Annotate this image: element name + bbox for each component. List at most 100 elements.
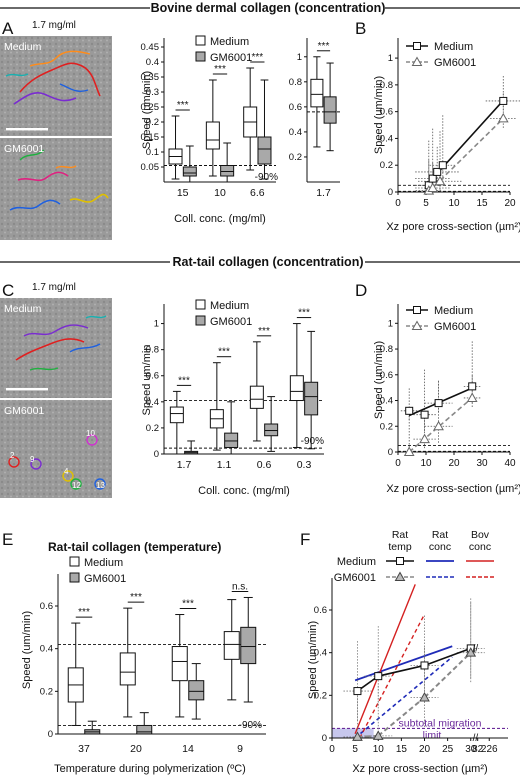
y-tick-label: 0.8: [380, 344, 393, 355]
x-tick-label: 10: [448, 198, 460, 209]
x-tick-label: 1.7: [177, 459, 192, 471]
marker-gm6001: [403, 446, 415, 456]
y-tick-label: 0.6: [146, 371, 159, 382]
x-axis-label: Xz pore cross-section (µm²): [386, 221, 520, 233]
significance-label: ***: [130, 592, 142, 603]
legend-f-label-medium: Medium: [337, 556, 376, 568]
rat-temp-gm6001-line: [423, 651, 472, 699]
x-tick-label: 82: [472, 744, 484, 755]
marker-medium: [353, 687, 362, 696]
box-gm6001: [257, 136, 272, 165]
legend-d-label-gm6001: GM6001: [434, 321, 476, 333]
legend-b-label-gm6001: GM6001: [434, 57, 476, 69]
x-axis-label: Xz pore cross-section (µm²): [386, 483, 520, 495]
box-medium: [205, 121, 220, 150]
y-axis-label: Speed (um/min): [307, 621, 319, 699]
y-tick-label: 1: [388, 318, 393, 329]
micrograph-c-top-label: Medium: [4, 303, 42, 315]
x-axis-label: Coll. conc. (mg/ml): [198, 485, 290, 497]
bov-conc-gm6001-line: [359, 613, 426, 739]
x-tick-label: 40: [504, 458, 516, 469]
y-tick-label: 0.6: [380, 370, 393, 381]
panel-letter-b: B: [355, 19, 366, 38]
x-tick-label: 25: [442, 744, 454, 755]
box-gm6001: [304, 381, 319, 416]
x-tick-label: 20: [448, 458, 460, 469]
legend-e-label-medium: Medium: [84, 557, 123, 569]
marker-gm6001: [466, 392, 478, 402]
x-axis-label: Temperature during polymerization (ºC): [54, 763, 246, 775]
x-tick-label: 0: [395, 198, 401, 209]
section-title-rat-conc: Rat-tail collagen (concentration): [173, 255, 364, 269]
legend-f-column-head: Rat: [432, 529, 448, 541]
x-tick-label: 5: [352, 744, 358, 755]
x-tick-label: 6.6: [250, 187, 265, 199]
legend-d-marker-gm6001: [411, 320, 423, 330]
legend-f-column-head: Bov: [471, 529, 490, 541]
marker-medium: [499, 96, 508, 105]
box-gm6001: [136, 724, 153, 735]
subtotal-label-2: limit: [423, 729, 442, 741]
box-medium: [169, 406, 184, 424]
x-tick-label: 5: [423, 198, 429, 209]
y-tick-label: 0.05: [141, 162, 160, 173]
marker-medium: [374, 672, 383, 681]
legend-c-label-medium: Medium: [210, 300, 249, 312]
box-gm6001: [188, 680, 205, 701]
subtotal-region: [332, 728, 374, 738]
y-tick-label: 0.4: [146, 57, 159, 68]
reference-label: -90%: [301, 436, 324, 447]
rat-temp-medium-line: [378, 664, 425, 677]
reference-label: -90%: [239, 720, 262, 731]
legend-d-marker-medium: [413, 306, 421, 314]
y-tick-label: 0: [48, 729, 53, 740]
y-axis-label: Speed (um/min): [21, 611, 33, 689]
y-tick-label: 0: [322, 733, 327, 744]
y-axis-label: Speed (um/min): [373, 76, 385, 154]
rat-conc-medium-line: [354, 645, 453, 682]
x-tick-label: 14: [182, 743, 194, 755]
y-tick-label: 0.4: [289, 127, 302, 138]
y-tick-label: 0: [154, 449, 159, 460]
y-tick-label: 0.4: [40, 644, 53, 655]
panel-letter-f: F: [300, 530, 310, 549]
axis-break-mark: //: [473, 733, 479, 744]
y-tick-label: 0.2: [289, 152, 302, 163]
legend-a-label-medium: Medium: [210, 36, 249, 48]
y-tick-label: 0.2: [380, 421, 393, 432]
section-title-rat-temp: Rat-tail collagen (temperature): [48, 540, 221, 554]
rat-temp-medium-line: [424, 647, 472, 667]
panel-letter-e: E: [2, 530, 13, 549]
significance-label: ***: [218, 347, 230, 358]
box-medium: [310, 78, 324, 108]
x-tick-label: 20: [130, 743, 142, 755]
x-tick-label: 1.1: [217, 459, 232, 471]
marker-medium: [468, 382, 477, 391]
track-number: 10: [86, 429, 95, 438]
y-tick-label: 0.4: [380, 396, 393, 407]
y-tick-label: 0.4: [380, 133, 393, 144]
box-medium: [171, 646, 188, 682]
marker-medium: [438, 161, 447, 170]
rat-temp-gm6001-line: [377, 696, 426, 737]
y-tick-label: 0.45: [141, 42, 160, 53]
box-gm6001: [224, 432, 239, 448]
y-axis-label: Speed (um/min): [373, 341, 385, 419]
x-axis-label: Xz pore cross-section (µm²): [352, 763, 487, 775]
x-tick-label: 226: [481, 744, 498, 755]
significance-label: ***: [258, 326, 270, 337]
legend-e-swatch-gm6001: [69, 572, 80, 583]
micrograph-a: Medium GM6001: [0, 36, 112, 240]
box-medium: [289, 375, 304, 402]
box-gm6001: [323, 96, 337, 124]
legend-e-label-gm6001: GM6001: [84, 573, 126, 585]
micrograph-c-conc-label: 1.7 mg/ml: [32, 282, 76, 293]
significance-label: ***: [251, 52, 263, 63]
legend-a-label-gm6001: GM6001: [210, 52, 252, 64]
micrograph-c: Medium GM6001 10 2 9 4 12 13: [0, 298, 112, 498]
y-tick-label: 0.25: [141, 102, 160, 113]
marker-gm6001: [433, 420, 444, 431]
box-gm6001: [240, 626, 257, 665]
y-tick-label: 0.2: [314, 690, 327, 701]
